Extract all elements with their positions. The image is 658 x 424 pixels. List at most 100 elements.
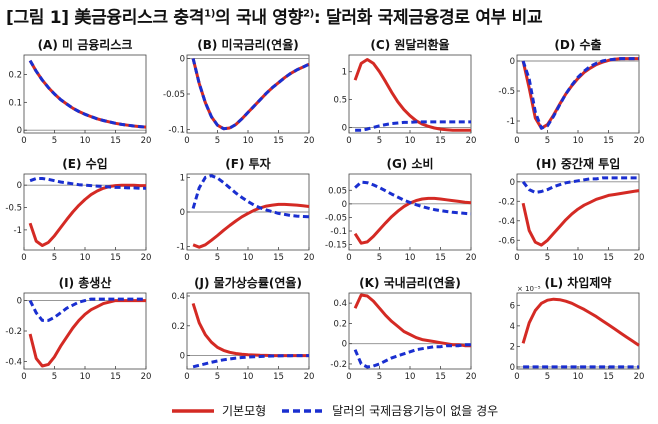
subplot-8: (I) 총생산 0 5 10 15 20 0 -0.2 -0.4	[5, 275, 151, 382]
legend-item-base: 기본모형	[170, 402, 266, 419]
plot-frame	[348, 173, 472, 251]
x-tick-label: 15	[110, 372, 121, 382]
x-tick-label: 10	[80, 253, 91, 263]
x-tick-label: 10	[243, 253, 254, 263]
x-tick-label: 20	[304, 253, 315, 263]
x-tick-label: 15	[110, 253, 121, 263]
y-tick-label: -1	[507, 117, 515, 127]
x-tick-label: 0	[21, 136, 26, 146]
x-tick-label: 15	[603, 136, 614, 146]
x-tick-label: 5	[377, 253, 382, 263]
y-tick-label: 0	[342, 340, 347, 350]
plot-frame	[516, 292, 640, 370]
x-tick-label: 10	[405, 136, 416, 146]
plot-frame	[23, 54, 147, 134]
series-line-base	[192, 202, 310, 249]
y-tick-label: 0	[510, 178, 515, 188]
y-tick-label: 0	[17, 126, 22, 136]
series-line-base	[28, 299, 146, 368]
plot-frame	[186, 54, 310, 134]
y-tick-label: -0.1	[168, 125, 185, 135]
x-tick-label: 0	[184, 372, 189, 382]
x-tick-label: 0	[514, 136, 519, 146]
x-tick-label: 15	[435, 372, 446, 382]
legend-label-base: 기본모형	[222, 404, 267, 418]
series-line-base	[521, 189, 640, 247]
x-tick-label: 5	[545, 253, 550, 263]
subplot-3: (D) 수출 0 5 10 15 20 0 -0.5 -1	[498, 37, 644, 146]
y-tick-label: -0.2	[5, 327, 22, 337]
x-tick-label: 0	[21, 372, 26, 382]
x-tick-label: 5	[215, 372, 220, 382]
y-tick-label: -0.15	[325, 241, 347, 251]
plot-frame	[23, 292, 147, 370]
x-tick-label: 0	[514, 372, 519, 382]
x-tick-label: 0	[514, 253, 519, 263]
x-tick-label: 20	[634, 253, 645, 263]
y-tick-label: -0.4	[5, 357, 22, 367]
figure-title: [그림 1] 美금융리스크 충격1)의 국내 영향2): 달러화 국제금융경로 …	[6, 3, 543, 28]
y-tick-label: -1	[14, 226, 22, 236]
subplot-4: (E) 수입 0 5 10 15 20 0 -0.5 -1	[5, 157, 151, 263]
x-tick-label: 20	[466, 136, 477, 146]
subplot-1: (B) 미국금리(연율) 0 5 10 15 20 0 -0.05 -0.1	[163, 37, 314, 146]
series-line-alt	[192, 354, 309, 369]
y-tick-label: 1	[180, 173, 185, 183]
y-exponent-label: × 10⁻⁵	[517, 285, 541, 293]
x-tick-label: 0	[346, 372, 351, 382]
subplot-title: (B) 미국금리(연율)	[197, 37, 299, 52]
subplot-0: (A) 미 금융리스크 0 5 10 15 20 0 0.1 0.2	[8, 37, 151, 146]
series-line-alt	[521, 176, 639, 194]
y-tick-label: 0	[180, 208, 185, 218]
x-tick-label: 5	[545, 136, 550, 146]
x-tick-label: 15	[273, 253, 284, 263]
plot-frame	[516, 54, 640, 134]
subplot-title: (F) 투자	[225, 156, 270, 171]
subplot-title: (L) 차입제약	[545, 275, 612, 290]
x-tick-label: 10	[80, 136, 91, 146]
subplot-2: (C) 원달러환율 0 5 10 15 20 0 0.5 1	[333, 37, 476, 146]
series-line-alt	[191, 58, 310, 131]
x-tick-label: 10	[243, 136, 254, 146]
series-line-alt	[28, 59, 147, 129]
x-tick-label: 15	[603, 253, 614, 263]
subplot-6: (G) 소비 0 5 10 15 20 0.05 0 -0.05 -0.1 -0.15	[325, 156, 476, 263]
y-tick-label: -0.4	[498, 217, 515, 227]
x-tick-label: 15	[435, 253, 446, 263]
legend-swatch-base	[172, 408, 214, 413]
legend-swatch-alt	[282, 408, 325, 413]
x-tick-label: 20	[141, 136, 152, 146]
series-line-alt	[29, 177, 146, 190]
y-tick-label: 0.1	[8, 98, 22, 108]
subplot-title: (D) 수출	[554, 37, 601, 52]
figure-title-mid: 의 국내 영향	[215, 8, 303, 28]
legend-label-alt: 달러의 국제금융기능이 없을 경우	[332, 404, 499, 418]
y-tick-label: -0.2	[498, 197, 515, 207]
y-tick-label: -0.05	[163, 90, 185, 100]
x-tick-label: 20	[304, 136, 315, 146]
series-line-alt	[353, 343, 471, 369]
subplot-title: (K) 국내금리(연율)	[359, 275, 461, 290]
y-tick-label: 1	[342, 68, 347, 78]
y-tick-label: 0	[510, 363, 515, 373]
y-tick-label: 0.05	[328, 186, 347, 196]
subplot-title: (G) 소비	[386, 156, 433, 171]
series-line-alt	[354, 180, 472, 216]
y-tick-label: -0.05	[325, 213, 347, 223]
series-line-base	[28, 183, 146, 247]
y-tick-label: 0.2	[171, 322, 185, 332]
figure-title-suffix: : 달러화 국제금융경로 여부 비교	[313, 8, 543, 28]
series-line-base	[353, 196, 472, 245]
x-tick-label: 10	[405, 253, 416, 263]
y-tick-label: 0.2	[333, 319, 347, 329]
x-tick-label: 5	[52, 136, 57, 146]
y-tick-label: -0.1	[330, 227, 347, 237]
y-tick-label: 0	[180, 55, 185, 65]
y-tick-label: -0.2	[330, 360, 347, 370]
y-tick-label: 0.4	[333, 299, 347, 309]
subplot-title: (E) 수입	[62, 157, 107, 171]
x-tick-label: 20	[304, 372, 315, 382]
x-tick-label: 10	[573, 372, 584, 382]
series-line-alt	[28, 297, 146, 322]
subplot-9: (J) 물가상승률(연율) 0 5 10 15 20 0.4 0.2 0	[171, 275, 314, 382]
